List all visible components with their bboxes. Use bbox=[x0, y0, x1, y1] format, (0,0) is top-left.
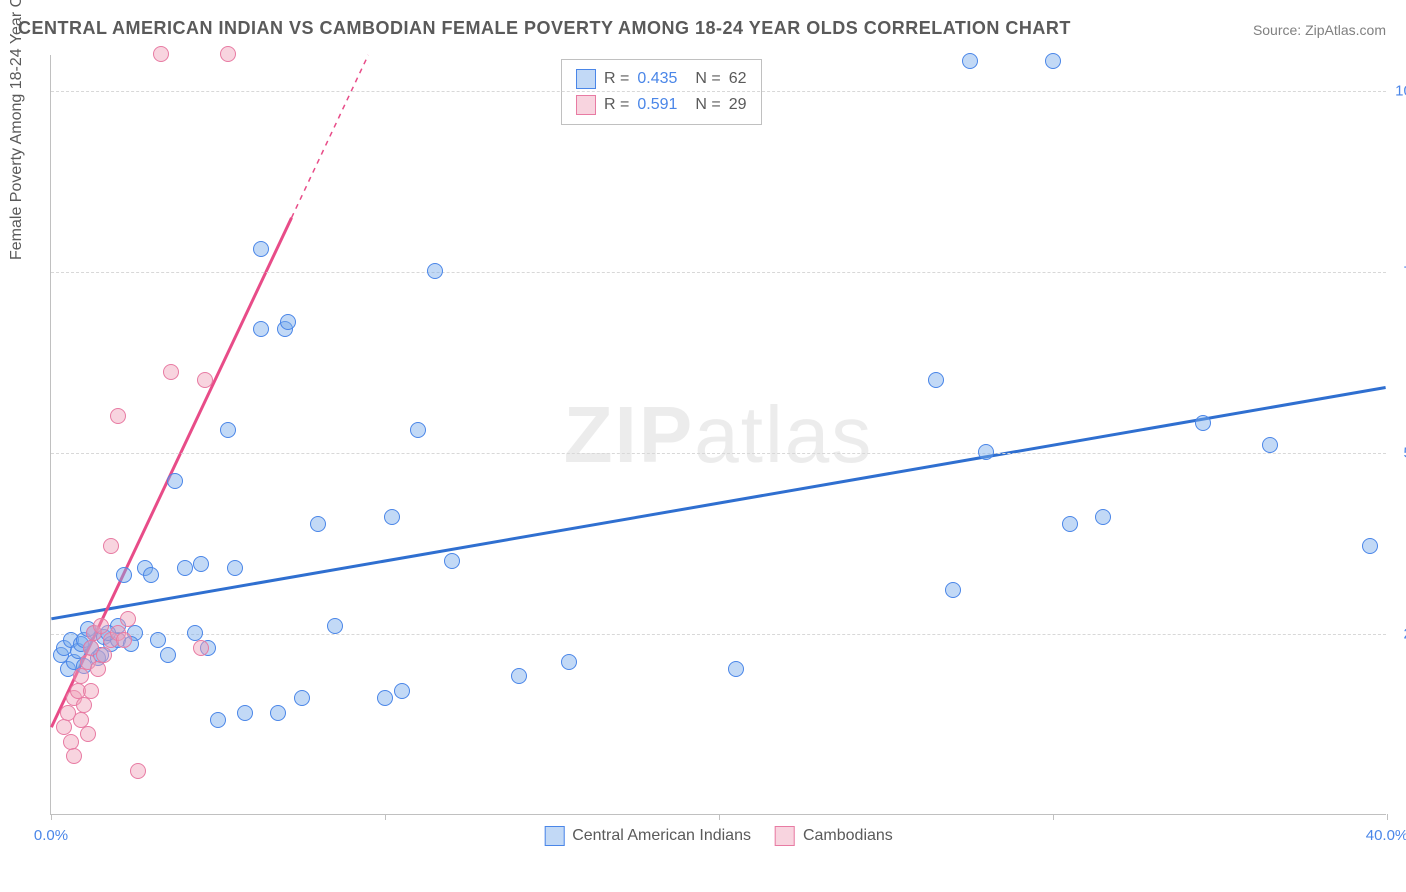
chart-container: CENTRAL AMERICAN INDIAN VS CAMBODIAN FEM… bbox=[0, 0, 1406, 892]
data-point bbox=[511, 668, 527, 684]
data-point bbox=[110, 408, 126, 424]
data-point bbox=[83, 683, 99, 699]
gridline bbox=[51, 272, 1386, 273]
legend-r-label: R = bbox=[604, 70, 629, 88]
data-point bbox=[163, 364, 179, 380]
data-point bbox=[116, 632, 132, 648]
legend-label: Central American Indians bbox=[572, 827, 751, 845]
x-tick-label: 0.0% bbox=[34, 827, 68, 844]
legend-label: Cambodians bbox=[803, 827, 893, 845]
data-point bbox=[76, 697, 92, 713]
series-legend: Central American Indians Cambodians bbox=[544, 826, 893, 846]
legend-n-value-blue: 62 bbox=[729, 70, 747, 88]
data-point bbox=[73, 668, 89, 684]
data-point bbox=[444, 553, 460, 569]
x-tick bbox=[1387, 814, 1388, 820]
data-point bbox=[237, 705, 253, 721]
data-point bbox=[280, 314, 296, 330]
data-point bbox=[728, 661, 744, 677]
swatch-blue bbox=[576, 69, 596, 89]
legend-r-value-pink: 0.591 bbox=[637, 96, 677, 114]
data-point bbox=[193, 556, 209, 572]
data-point bbox=[327, 618, 343, 634]
data-point bbox=[80, 726, 96, 742]
data-point bbox=[1362, 538, 1378, 554]
data-point bbox=[177, 560, 193, 576]
data-point bbox=[90, 661, 106, 677]
data-point bbox=[384, 509, 400, 525]
gridline bbox=[51, 453, 1386, 454]
data-point bbox=[220, 46, 236, 62]
data-point bbox=[294, 690, 310, 706]
data-point bbox=[103, 538, 119, 554]
data-point bbox=[1262, 437, 1278, 453]
gridline bbox=[51, 91, 1386, 92]
data-point bbox=[310, 516, 326, 532]
data-point bbox=[153, 46, 169, 62]
data-point bbox=[410, 422, 426, 438]
data-point bbox=[167, 473, 183, 489]
data-point bbox=[66, 748, 82, 764]
watermark-bold: ZIP bbox=[564, 390, 694, 479]
data-point bbox=[253, 321, 269, 337]
data-point bbox=[120, 611, 136, 627]
x-tick bbox=[51, 814, 52, 820]
source-label: Source: ZipAtlas.com bbox=[1253, 22, 1386, 38]
data-point bbox=[253, 241, 269, 257]
y-tick-label: 75.0% bbox=[1391, 264, 1406, 281]
data-point bbox=[945, 582, 961, 598]
data-point bbox=[1195, 415, 1211, 431]
data-point bbox=[427, 263, 443, 279]
data-point bbox=[220, 422, 236, 438]
data-point bbox=[63, 734, 79, 750]
data-point bbox=[210, 712, 226, 728]
x-tick-label: 40.0% bbox=[1366, 827, 1406, 844]
plot-area: ZIPatlas R = 0.435 N = 62 R = 0.591 N = … bbox=[50, 55, 1386, 815]
data-point bbox=[96, 647, 112, 663]
legend-r-value-blue: 0.435 bbox=[637, 70, 677, 88]
data-point bbox=[377, 690, 393, 706]
legend-row-pink: R = 0.591 N = 29 bbox=[576, 92, 747, 118]
data-point bbox=[130, 763, 146, 779]
legend-n-label: N = bbox=[695, 96, 720, 114]
chart-title: CENTRAL AMERICAN INDIAN VS CAMBODIAN FEM… bbox=[18, 18, 1071, 39]
legend-row-blue: R = 0.435 N = 62 bbox=[576, 66, 747, 92]
data-point bbox=[928, 372, 944, 388]
legend-item-cambodian: Cambodians bbox=[775, 826, 893, 846]
data-point bbox=[978, 444, 994, 460]
legend-n-value-pink: 29 bbox=[729, 96, 747, 114]
data-point bbox=[1062, 516, 1078, 532]
legend-n-label: N = bbox=[695, 70, 720, 88]
data-point bbox=[197, 372, 213, 388]
x-tick bbox=[1053, 814, 1054, 820]
watermark: ZIPatlas bbox=[564, 389, 873, 481]
data-point bbox=[1045, 53, 1061, 69]
data-point bbox=[394, 683, 410, 699]
y-tick-label: 100.0% bbox=[1391, 83, 1406, 100]
data-point bbox=[227, 560, 243, 576]
x-tick bbox=[385, 814, 386, 820]
swatch-pink bbox=[775, 826, 795, 846]
data-point bbox=[270, 705, 286, 721]
data-point bbox=[150, 632, 166, 648]
watermark-thin: atlas bbox=[694, 390, 873, 479]
data-point bbox=[962, 53, 978, 69]
y-axis-label: Female Poverty Among 18-24 Year Olds bbox=[8, 0, 26, 260]
swatch-pink bbox=[576, 95, 596, 115]
legend-r-label: R = bbox=[604, 96, 629, 114]
trend-lines-layer bbox=[51, 55, 1386, 814]
y-tick-label: 25.0% bbox=[1391, 626, 1406, 643]
y-tick-label: 50.0% bbox=[1391, 445, 1406, 462]
data-point bbox=[143, 567, 159, 583]
data-point bbox=[116, 567, 132, 583]
data-point bbox=[160, 647, 176, 663]
data-point bbox=[561, 654, 577, 670]
legend-item-central-american: Central American Indians bbox=[544, 826, 751, 846]
x-tick bbox=[719, 814, 720, 820]
data-point bbox=[93, 618, 109, 634]
gridline bbox=[51, 634, 1386, 635]
swatch-blue bbox=[544, 826, 564, 846]
data-point bbox=[193, 640, 209, 656]
data-point bbox=[1095, 509, 1111, 525]
